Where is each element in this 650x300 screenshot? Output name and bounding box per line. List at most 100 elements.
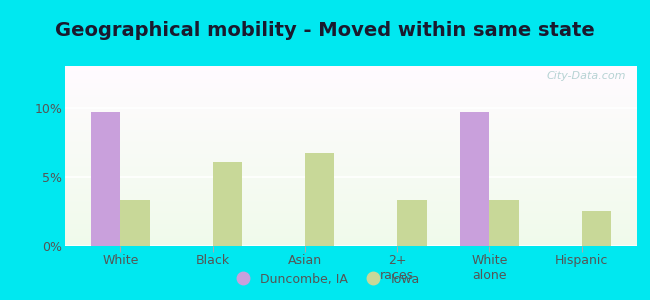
Bar [65,117,637,118]
Bar [65,148,637,149]
Bar [65,74,637,75]
Bar [65,169,637,170]
Bar [65,82,637,83]
Bar [65,79,637,80]
Bar [65,205,637,206]
Bar [65,188,637,189]
Bar [65,212,637,213]
Bar [65,123,637,124]
Bar [65,230,637,231]
Bar [65,218,637,219]
Bar [65,235,637,236]
Bar [65,179,637,180]
Bar [65,143,637,144]
Bar [65,81,637,82]
Bar [65,104,637,105]
Bar [65,241,637,242]
Bar [65,214,637,215]
Bar [65,149,637,150]
Bar [65,229,637,230]
Bar [65,180,637,181]
Text: Geographical mobility - Moved within same state: Geographical mobility - Moved within sam… [55,21,595,40]
Bar [65,89,637,90]
Bar [65,228,637,229]
Bar [65,76,637,77]
Bar [65,181,637,182]
Bar [65,86,637,87]
Bar [65,217,637,218]
Bar [65,121,637,122]
Bar [65,140,637,141]
Bar [65,120,637,121]
Bar [65,125,637,126]
Bar [65,165,637,166]
Bar [65,111,637,112]
Bar [65,167,637,168]
Bar [65,159,637,160]
Bar [65,203,637,204]
Bar [65,85,637,86]
Bar [65,96,637,97]
Bar [65,73,637,74]
Bar [65,183,637,184]
Bar [65,243,637,244]
Bar [397,200,426,246]
Bar [65,223,637,224]
Bar [65,103,637,104]
Bar [65,137,637,138]
Bar [65,226,637,227]
Bar [65,232,637,233]
Bar [65,94,637,95]
Text: City-Data.com: City-Data.com [546,71,625,81]
Bar [65,147,637,148]
Bar [65,201,637,202]
Bar [65,177,637,178]
Bar [65,168,637,169]
Bar [65,242,637,243]
Bar [65,146,637,147]
Bar [65,77,637,78]
Bar [65,195,637,196]
Bar [65,174,637,175]
Bar [65,237,637,238]
Bar [489,200,519,246]
Bar [65,207,637,208]
Bar [65,99,637,100]
Bar [65,90,637,91]
Bar [65,240,637,241]
Bar [65,178,637,179]
Bar [65,215,637,216]
Bar [65,186,637,187]
Bar [65,219,637,220]
Bar [65,101,637,102]
Bar [65,128,637,129]
Bar [65,107,637,108]
Bar [65,170,637,171]
Bar [65,68,637,69]
Bar [65,176,637,177]
Bar [65,164,637,165]
Bar [65,224,637,225]
Bar [65,80,637,81]
Bar [65,136,637,137]
Bar [65,119,637,120]
Bar [65,190,637,191]
Bar [65,220,637,221]
Bar [582,212,611,246]
Bar [65,161,637,162]
Bar [65,88,637,89]
Bar [65,199,637,200]
Bar [65,171,637,172]
Bar [65,202,637,203]
Bar [65,71,637,72]
Bar [65,70,637,71]
Bar [65,84,637,85]
Bar [65,245,637,246]
Bar [65,166,637,167]
Bar [65,194,637,195]
Bar [65,97,637,98]
Bar [65,133,637,134]
Bar [65,150,637,151]
Bar [65,225,637,226]
Bar [65,108,637,109]
